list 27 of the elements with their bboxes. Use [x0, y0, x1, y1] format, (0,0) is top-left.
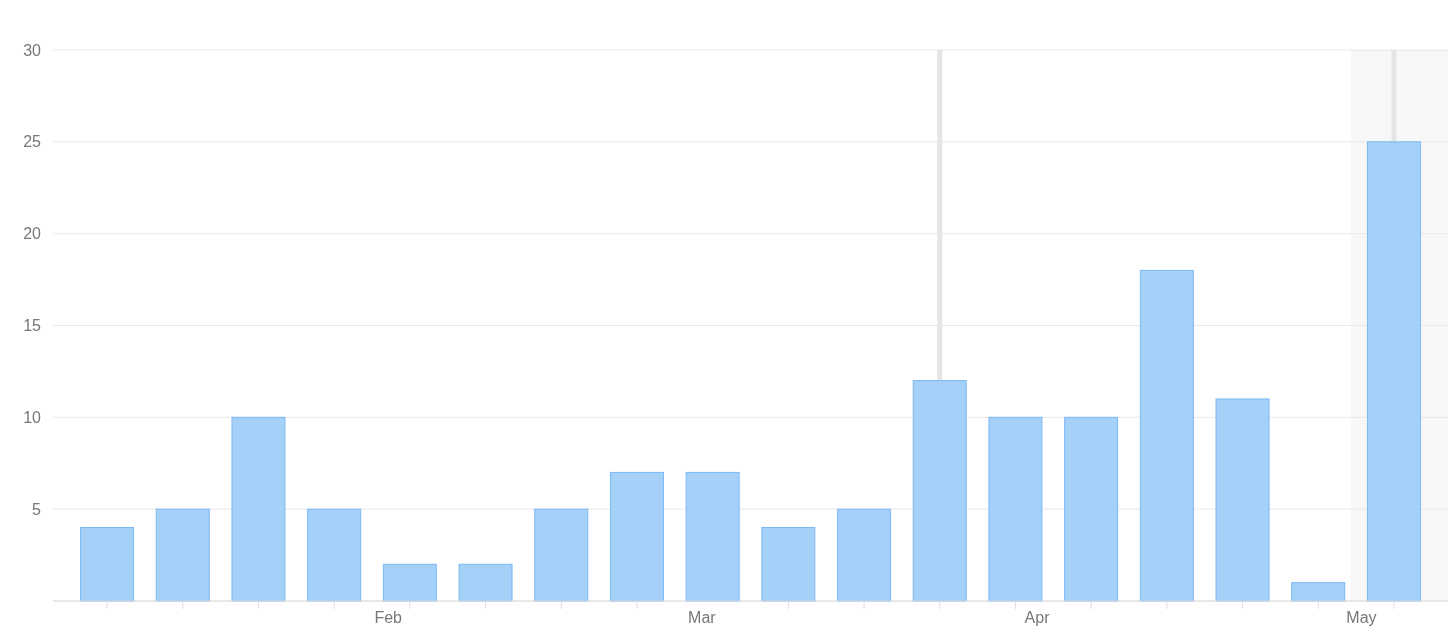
bar [155, 508, 210, 602]
x-tick-label: Feb [374, 609, 403, 626]
y-tick-label: 15 [23, 317, 42, 335]
bar [534, 508, 589, 602]
y-tick-label: 30 [23, 41, 42, 59]
bar [307, 508, 362, 602]
x-tick-label: Apr [1024, 609, 1051, 626]
bar [1291, 582, 1346, 602]
bar [837, 508, 892, 602]
y-tick-label: 5 [32, 500, 42, 518]
y-tick-label: 10 [23, 408, 42, 426]
y-tick-label: 25 [23, 133, 42, 151]
bar [382, 563, 437, 602]
bar [988, 416, 1043, 602]
y-tick-label: 20 [23, 225, 42, 243]
bar [458, 563, 513, 602]
bar [1215, 398, 1270, 602]
bar [761, 527, 816, 602]
bar [1064, 416, 1119, 602]
bar [1139, 269, 1194, 602]
x-tick-label: Mar [688, 609, 717, 626]
bar [80, 527, 135, 602]
x-tick-label: May [1346, 609, 1377, 626]
bar [912, 380, 967, 602]
bar [609, 471, 664, 602]
bar [231, 416, 286, 602]
bar [685, 471, 740, 602]
